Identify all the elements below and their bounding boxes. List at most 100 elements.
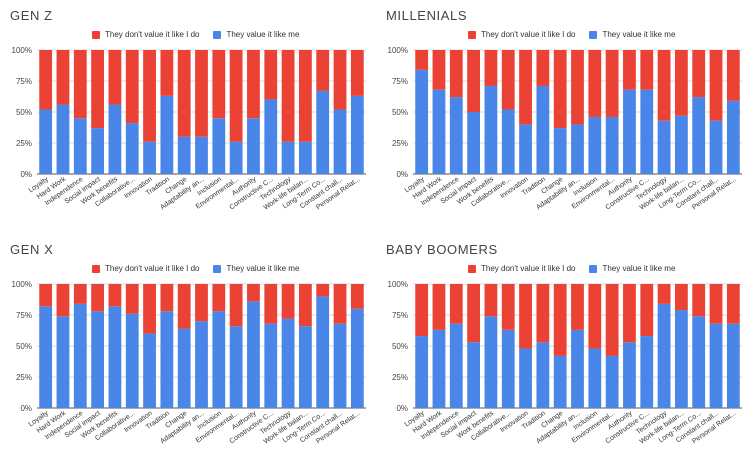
bar-red <box>501 50 515 110</box>
bar-blue <box>501 329 515 408</box>
bar-blue <box>467 112 481 174</box>
bar-blue <box>449 97 463 174</box>
bar-red <box>316 284 330 297</box>
bar-blue <box>264 99 278 174</box>
bar-red <box>709 50 723 121</box>
bar-blue <box>484 316 498 408</box>
bar-blue <box>640 336 654 408</box>
bar-blue <box>553 128 567 174</box>
bar-red <box>177 50 191 137</box>
bar-red <box>432 284 446 330</box>
bar-red <box>247 50 260 119</box>
bar-blue <box>333 109 347 174</box>
bar-red <box>449 50 463 98</box>
bar-red <box>333 50 347 110</box>
bar-blue <box>674 310 688 408</box>
legend-item-blue: They value it like me <box>589 264 675 273</box>
bar-red <box>692 50 706 98</box>
bar-blue <box>709 323 723 408</box>
bar-blue <box>316 296 330 408</box>
bar-blue <box>125 123 139 174</box>
legend-label: They value it like me <box>602 264 676 273</box>
bar-blue <box>605 116 619 174</box>
bar-red <box>247 284 260 302</box>
bar-blue <box>657 303 671 408</box>
legend-label: They don't value it like I do <box>481 264 576 273</box>
y-tick-label: 100% <box>388 280 408 289</box>
legend: They don't value it like I do They value… <box>92 30 299 39</box>
chart-title: BABY BOOMERS <box>386 242 498 257</box>
bar-blue <box>212 118 226 174</box>
bar-red <box>571 284 584 330</box>
bar-red <box>726 284 740 324</box>
bar-red <box>484 284 498 317</box>
bar-blue <box>143 141 156 174</box>
bar-blue <box>640 89 654 174</box>
legend-label: They value it like me <box>602 30 676 39</box>
bar-blue <box>692 97 706 174</box>
bar-blue <box>519 348 532 408</box>
y-tick-label: 75% <box>392 77 408 86</box>
legend-item-red: They don't value it like I do <box>92 30 199 39</box>
bar-red <box>571 50 584 125</box>
y-tick-label: 50% <box>16 108 32 117</box>
bar-blue <box>73 118 87 174</box>
bar-red <box>160 50 174 96</box>
bar-blue <box>108 104 122 174</box>
bar-blue <box>484 85 498 174</box>
bar-blue <box>108 306 122 408</box>
legend: They don't value it like I do They value… <box>468 264 675 273</box>
legend-item-red: They don't value it like I do <box>468 264 575 273</box>
legend-swatch-red <box>92 264 100 273</box>
bar-red <box>640 50 654 90</box>
bar-red <box>212 284 226 312</box>
bar-red <box>160 284 174 312</box>
bar-red <box>640 284 654 337</box>
y-tick-label: 100% <box>12 46 32 55</box>
bar-red <box>674 50 688 116</box>
bar-red <box>108 50 122 105</box>
bar-blue <box>623 342 636 408</box>
bar-blue <box>316 90 330 174</box>
bar-blue <box>536 342 550 408</box>
legend-swatch-blue <box>589 30 598 39</box>
bar-red <box>333 284 347 324</box>
bar-red <box>195 50 208 137</box>
bar-blue <box>298 326 312 408</box>
legend-item-blue: They value it like me <box>589 30 675 39</box>
bar-red <box>264 284 278 324</box>
bar-red <box>108 284 122 307</box>
bar-blue <box>195 321 208 408</box>
bar-blue <box>588 116 602 174</box>
bar-blue <box>91 311 105 408</box>
bar-blue <box>692 316 706 408</box>
y-tick-label: 75% <box>16 311 32 320</box>
bar-blue <box>143 333 156 408</box>
bar-blue <box>501 109 515 174</box>
bar-red <box>536 50 550 86</box>
bar-red <box>519 50 532 125</box>
bar-red <box>350 284 364 309</box>
bar-red <box>298 50 312 142</box>
bar-blue <box>536 85 550 174</box>
bar-red <box>623 50 636 90</box>
bar-blue <box>657 120 671 174</box>
y-tick-label: 25% <box>16 373 32 382</box>
bar-blue <box>709 120 723 174</box>
chart-title: GEN X <box>10 242 54 257</box>
bar-red <box>449 284 463 324</box>
bar-red <box>264 50 278 100</box>
y-tick-label: 0% <box>396 404 408 413</box>
bar-red <box>125 50 139 124</box>
legend-label: They value it like me <box>226 30 300 39</box>
legend-swatch-red <box>468 30 476 39</box>
bar-blue <box>415 69 429 174</box>
y-tick-label: 0% <box>396 170 408 179</box>
bar-blue <box>212 311 226 408</box>
bar-red <box>143 50 156 142</box>
bar-blue <box>195 136 208 174</box>
bar-red <box>726 50 740 101</box>
y-tick-label: 50% <box>16 342 32 351</box>
bar-red <box>316 50 330 91</box>
